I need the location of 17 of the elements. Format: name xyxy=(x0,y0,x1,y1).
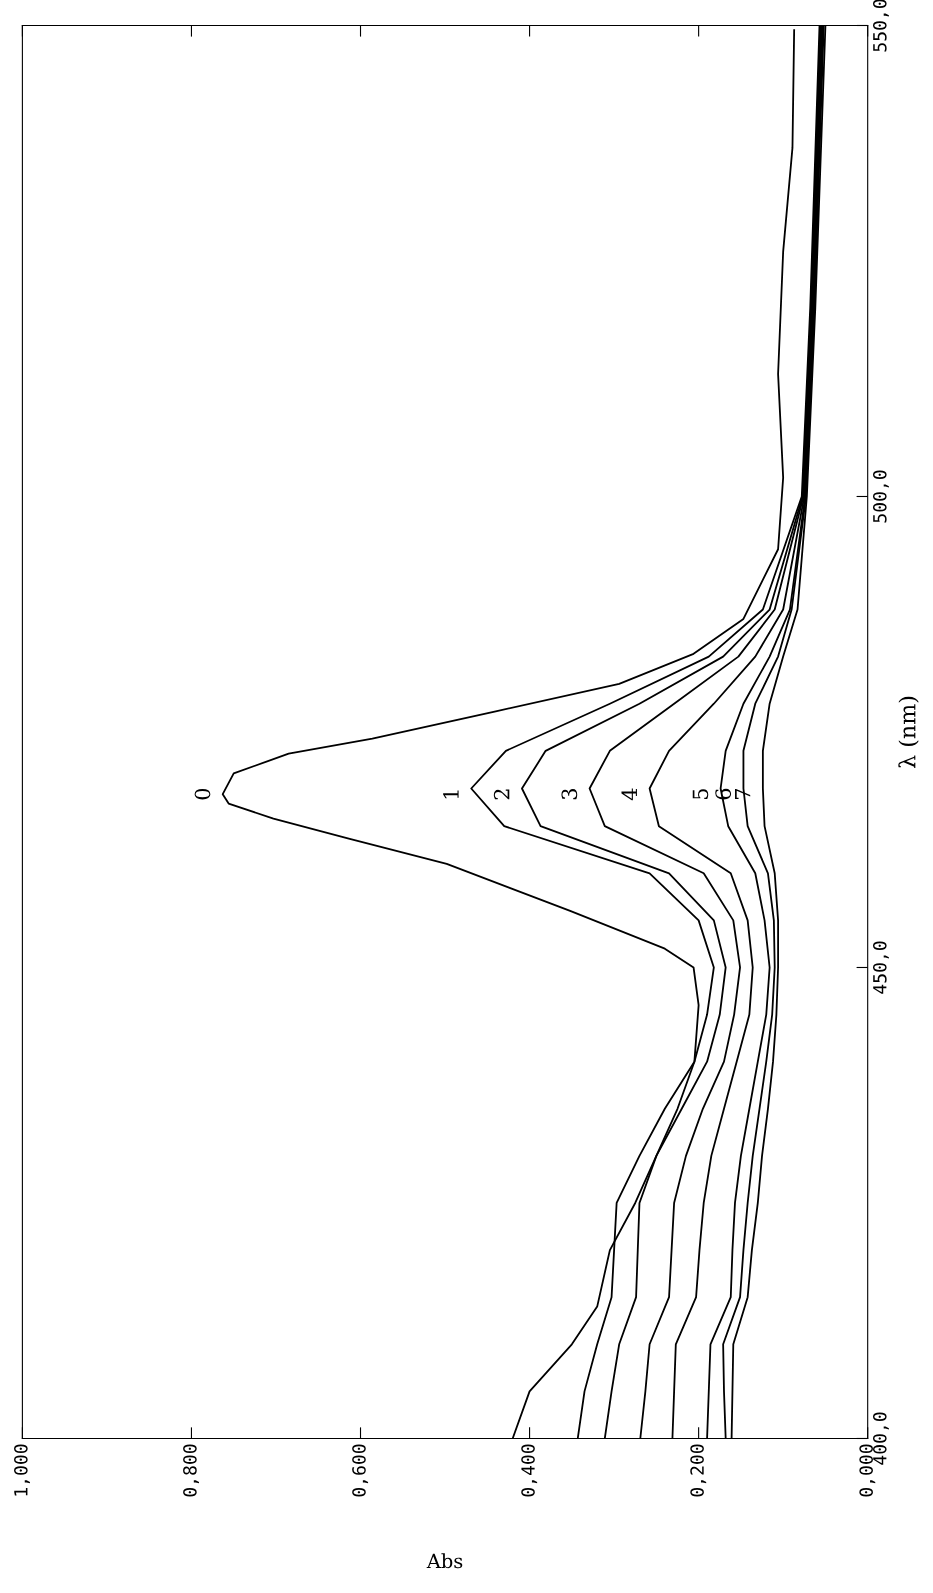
y-tick-label: 450,0 xyxy=(872,941,889,994)
annotation: 5 xyxy=(692,789,709,800)
y-axis-title: λ (nm) xyxy=(898,696,919,769)
x-tick-label: 0,800 xyxy=(183,1444,200,1497)
y-tick-label: 500,0 xyxy=(872,470,889,523)
y-tick-label: 550,0 xyxy=(872,0,889,52)
x-tick-label: 0,200 xyxy=(690,1444,707,1497)
annotation: 4 xyxy=(621,788,637,801)
x-tick-label: 1,000 xyxy=(14,1444,30,1496)
annotation: 7 xyxy=(735,789,751,800)
x-axis-title: Abs xyxy=(426,1553,463,1569)
x-tick-label: 0,400 xyxy=(521,1444,538,1497)
annotation: 1 xyxy=(443,790,459,799)
x-tick-label: 0,600 xyxy=(352,1444,369,1497)
annotation: 0 xyxy=(194,788,211,800)
annotation: 3 xyxy=(561,789,578,800)
annotation: 2 xyxy=(493,789,510,800)
